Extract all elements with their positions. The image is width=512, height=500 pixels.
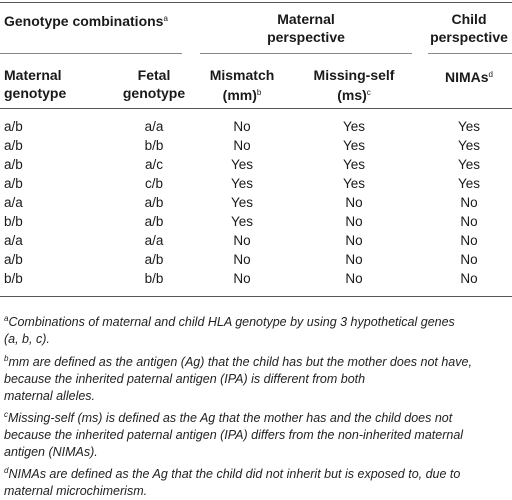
table-row-6-mismatch: No	[233, 233, 251, 248]
table-row-4-maternal: a/a	[4, 195, 23, 210]
table-row-8-nimas: No	[460, 271, 478, 286]
header-fetal-genotype: Fetal genotype	[122, 67, 186, 101]
table-row-5-nimas: No	[460, 214, 478, 229]
table-row-2-nimas: Yes	[457, 157, 481, 172]
table-row-0-fetal: a/a	[144, 119, 164, 134]
table-row-3-fetal: c/b	[144, 176, 163, 191]
table-row-3-nimas: Yes	[457, 176, 481, 191]
header-mismatch: Mismatch (mm)b	[209, 67, 275, 103]
table-row-2-maternal: a/b	[4, 157, 23, 172]
table-row-0-nimas: Yes	[457, 119, 481, 134]
table-row-1-missing-self: Yes	[342, 138, 366, 153]
table-row-7-maternal: a/b	[4, 252, 23, 267]
table-row-2-missing-self: Yes	[342, 157, 366, 172]
header-bottom-rule	[0, 108, 512, 109]
table-row-3-mismatch: Yes	[230, 176, 254, 191]
table-row-6-missing-self: No	[345, 233, 363, 248]
footnote-b: bmm are defined as the antigen (Ag) that…	[4, 354, 472, 403]
header-maternal-genotype: Maternal genotype	[4, 67, 67, 101]
table-row-8-fetal: b/b	[144, 271, 164, 286]
table-row-6-maternal: a/a	[4, 233, 23, 248]
header-rule-child	[428, 53, 512, 54]
table-row-8-missing-self: No	[345, 271, 363, 286]
header-missing-self: Missing-self (ms)c	[313, 67, 395, 103]
table-row-5-missing-self: No	[345, 214, 363, 229]
table-row-1-nimas: Yes	[457, 138, 481, 153]
footnote-d: dNIMAs are defined as the Ag that the ch…	[4, 466, 461, 498]
table-row-6-fetal: a/a	[144, 233, 164, 248]
table-row-7-fetal: a/b	[144, 252, 164, 267]
header-rule-maternal	[200, 53, 412, 54]
footnote-a: aCombinations of maternal and child HLA …	[4, 314, 455, 346]
header-child-perspective: Child perspective	[430, 11, 508, 45]
table-row-0-mismatch: No	[233, 119, 251, 134]
table-row-1-maternal: a/b	[4, 138, 23, 153]
table-row-3-missing-self: Yes	[342, 176, 366, 191]
table-row-5-maternal: b/b	[4, 214, 23, 229]
header-nimas: NIMAsd	[444, 69, 493, 85]
table-row-8-maternal: b/b	[4, 271, 23, 286]
table-row-7-mismatch: No	[233, 252, 251, 267]
table-row-7-missing-self: No	[345, 252, 363, 267]
table-row-1-fetal: b/b	[144, 138, 164, 153]
table-row-3-maternal: a/b	[4, 176, 23, 191]
table-row-5-mismatch: Yes	[230, 214, 254, 229]
table-row-4-missing-self: No	[345, 195, 363, 210]
table-row-2-mismatch: Yes	[230, 157, 254, 172]
table-row-4-fetal: a/b	[144, 195, 164, 210]
table-row-4-mismatch: Yes	[230, 195, 254, 210]
header-maternal-perspective: Maternal perspective	[267, 11, 345, 45]
table-row-2-fetal: a/c	[144, 157, 163, 172]
header-genotype-combinations: Genotype combinationsa	[4, 13, 168, 29]
table-top-rule	[0, 2, 512, 3]
table-row-5-fetal: a/b	[144, 214, 164, 229]
table-row-0-maternal: a/b	[4, 119, 23, 134]
table-row-7-nimas: No	[460, 252, 478, 267]
table-row-0-missing-self: Yes	[342, 119, 366, 134]
table-row-8-mismatch: No	[233, 271, 251, 286]
table-row-1-mismatch: No	[233, 138, 251, 153]
table-row-6-nimas: No	[460, 233, 478, 248]
table-row-4-nimas: No	[460, 195, 478, 210]
table-bottom-rule	[0, 296, 512, 297]
header-rule-genotype	[0, 53, 182, 54]
footnote-c: cMissing-self (ms) is defined as the Ag …	[4, 410, 464, 459]
